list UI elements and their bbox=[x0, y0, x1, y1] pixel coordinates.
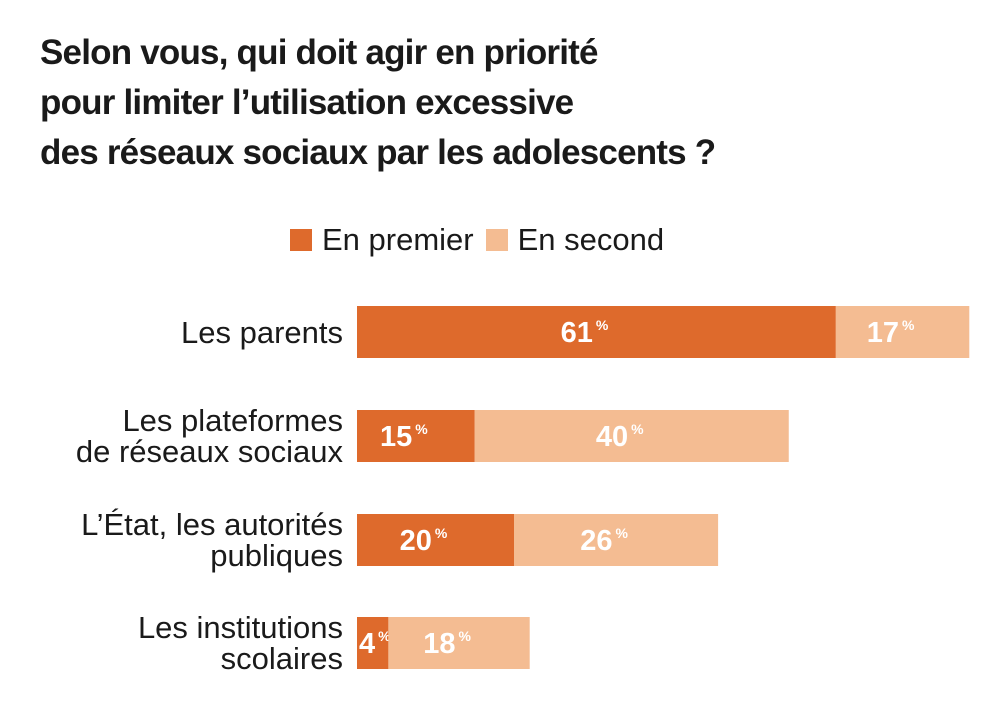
bar-segment bbox=[357, 617, 389, 669]
bar-segment bbox=[388, 617, 530, 669]
bar-segment bbox=[357, 306, 836, 358]
category-label-line: publiques bbox=[210, 538, 343, 573]
category-label: L’État, les autorités publiques bbox=[81, 509, 343, 571]
category-label-line: Les plateformes bbox=[122, 403, 343, 438]
legend-label: En premier bbox=[322, 222, 474, 257]
bar-segment bbox=[514, 514, 719, 566]
bar-segment bbox=[835, 306, 970, 358]
legend-label: En second bbox=[517, 222, 665, 257]
category-label-line: Les parents bbox=[181, 314, 343, 350]
percent-sign: % bbox=[435, 525, 448, 541]
category-label: Les plateformes de réseaux sociaux bbox=[76, 405, 343, 467]
category-label-line: Les institutions bbox=[137, 610, 343, 645]
percent-sign: % bbox=[596, 317, 609, 333]
category-label: Les parents bbox=[181, 317, 343, 348]
chart-title: Selon vous, qui doit agir en priorité po… bbox=[40, 28, 716, 178]
bar-segment bbox=[357, 514, 514, 566]
category-label-line: L’État, les autorités bbox=[81, 507, 343, 542]
percent-sign: % bbox=[902, 317, 915, 333]
legend-swatch-en-premier bbox=[290, 229, 312, 251]
title-line: des réseaux sociaux par les adolescents … bbox=[40, 133, 716, 172]
percent-sign: % bbox=[458, 628, 471, 644]
percent-sign: % bbox=[415, 421, 428, 437]
percent-sign: % bbox=[631, 421, 644, 437]
legend-swatch-en-second bbox=[485, 229, 508, 251]
bar-segment bbox=[474, 410, 789, 462]
category-label-line: de réseaux sociaux bbox=[75, 434, 343, 469]
percent-sign: % bbox=[615, 525, 628, 541]
legend: En premier En second bbox=[290, 222, 664, 258]
title-line: pour limiter l’utilisation excessive bbox=[40, 83, 574, 122]
category-label: Les institutions scolaires bbox=[138, 612, 343, 674]
category-label-line: scolaires bbox=[220, 641, 343, 676]
bar-segment bbox=[357, 410, 475, 462]
percent-sign: % bbox=[378, 628, 391, 644]
title-line: Selon vous, qui doit agir en priorité bbox=[40, 33, 598, 72]
